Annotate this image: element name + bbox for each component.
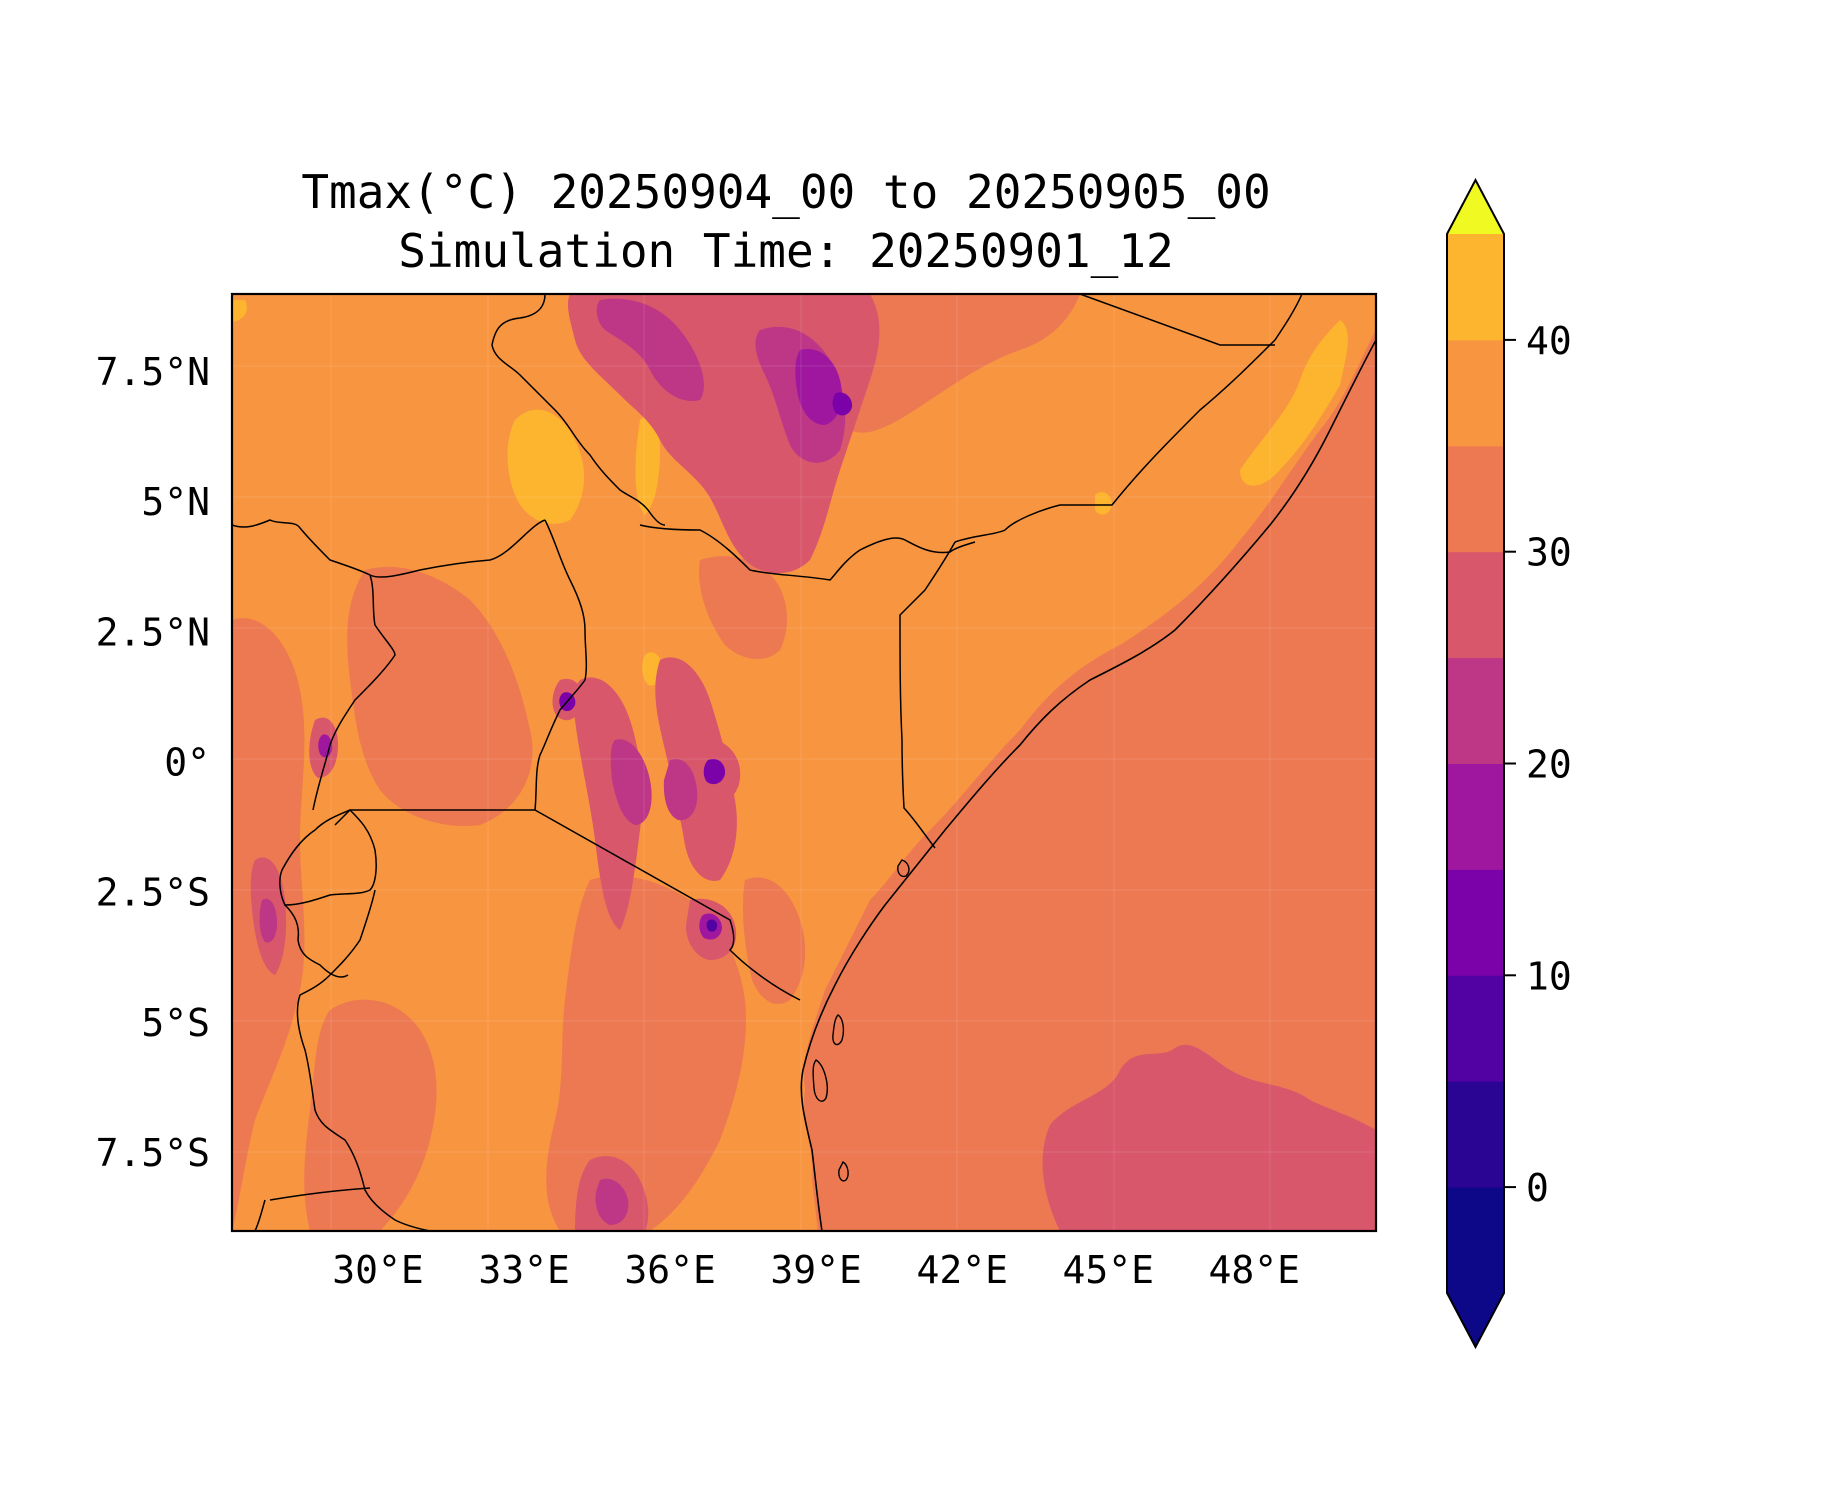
- colorbar-segment: [1447, 339, 1504, 447]
- y-tick-label: 5°N: [141, 480, 210, 524]
- map-frame: [230, 292, 1378, 1233]
- island-lamu: [897, 859, 910, 878]
- island-pemba: [832, 1014, 845, 1046]
- gridlines: [232, 294, 1376, 1231]
- x-tick-label: 48°E: [1209, 1248, 1301, 1292]
- colorbar: 0 10 20 30 40: [1446, 177, 1572, 1350]
- x-axis-ticks: 30°E 33°E 36°E 39°E 42°E 45°E 48°E: [332, 1248, 1300, 1292]
- colorbar-segment: [1447, 657, 1504, 764]
- cool-patch-ethiopia-east: [835, 294, 1080, 433]
- temperature-map: [232, 294, 1376, 1231]
- coastline: [800, 339, 1376, 1231]
- core-ethiopia-4: [832, 392, 853, 416]
- colorbar-segment: [1447, 1081, 1504, 1188]
- land-region: [232, 294, 1376, 1231]
- island-mafia: [838, 1161, 849, 1182]
- x-tick-label: 39°E: [770, 1248, 862, 1292]
- x-tick-label: 45°E: [1062, 1248, 1154, 1292]
- island-zanzibar: [812, 1059, 828, 1102]
- colorbar-segment: [1447, 763, 1504, 870]
- hot-patch-somalia-north: [1240, 320, 1348, 486]
- core-kenya-1: [610, 739, 652, 825]
- colorbar-tick-label: 0: [1526, 1166, 1549, 1210]
- core-kilimanjaro-peak: [706, 919, 718, 932]
- map-title-line1: Tmax(°C) 20250904_00 to 20250905_00: [301, 165, 1270, 219]
- colorbar-under-triangle: [1447, 1293, 1504, 1347]
- core-ethiopia-3: [795, 349, 842, 425]
- x-tick-label: 36°E: [624, 1248, 716, 1292]
- hot-patch-south-sudan: [507, 409, 585, 524]
- hot-patch-northwest: [232, 300, 247, 322]
- x-tick-label: 33°E: [478, 1248, 570, 1292]
- cool-patch-tanzania-central: [546, 876, 746, 1231]
- colorbar-tick-label: 20: [1526, 743, 1572, 787]
- colorbar-segment: [1447, 1187, 1504, 1294]
- y-tick-label: 0°: [164, 741, 210, 785]
- y-tick-label: 5°S: [141, 1001, 210, 1045]
- cool-patch-tanzania-south: [304, 999, 437, 1231]
- core-ethiopia-1: [596, 298, 704, 401]
- colorbar-tick-label: 10: [1526, 954, 1572, 998]
- colorbar-over-triangle: [1447, 180, 1504, 234]
- colorbar-segment: [1447, 445, 1504, 553]
- cool-patch-kenya-north: [699, 556, 787, 660]
- colorbar-segment: [1447, 234, 1504, 341]
- colorbar-tick-label: 40: [1526, 319, 1572, 363]
- cool-ocean-patch: [1042, 1044, 1376, 1231]
- x-tick-label: 30°E: [332, 1248, 424, 1292]
- y-tick-label: 7.5°N: [96, 350, 210, 394]
- colorbar-tick-label: 30: [1526, 531, 1572, 575]
- x-tick-label: 42°E: [916, 1248, 1008, 1292]
- country-borders: [232, 294, 1303, 1231]
- colorbar-segment: [1447, 975, 1504, 1082]
- cool-patch-coast-strip: [742, 877, 806, 1004]
- core-tanzania-south: [595, 1178, 629, 1225]
- cool-patch-uganda: [347, 566, 533, 826]
- core-mt-kenya: [703, 758, 726, 785]
- core-rift-west: [259, 898, 278, 943]
- map-title-line2: Simulation Time: 20250901_12: [398, 224, 1173, 278]
- colorbar-outline: [1446, 177, 1505, 1350]
- y-tick-label: 2.5°N: [96, 610, 210, 654]
- hot-patch-turkana: [635, 416, 660, 515]
- core-kenya-2: [663, 759, 698, 821]
- y-axis-ticks: 7.5°N 5°N 2.5°N 0° 2.5°S 5°S 7.5°S: [96, 350, 210, 1175]
- y-tick-label: 2.5°S: [96, 871, 210, 915]
- hot-patch-coast: [1095, 492, 1112, 515]
- colorbar-segment: [1447, 551, 1504, 659]
- y-tick-label: 7.5°S: [96, 1131, 210, 1175]
- colorbar-segment: [1447, 869, 1504, 976]
